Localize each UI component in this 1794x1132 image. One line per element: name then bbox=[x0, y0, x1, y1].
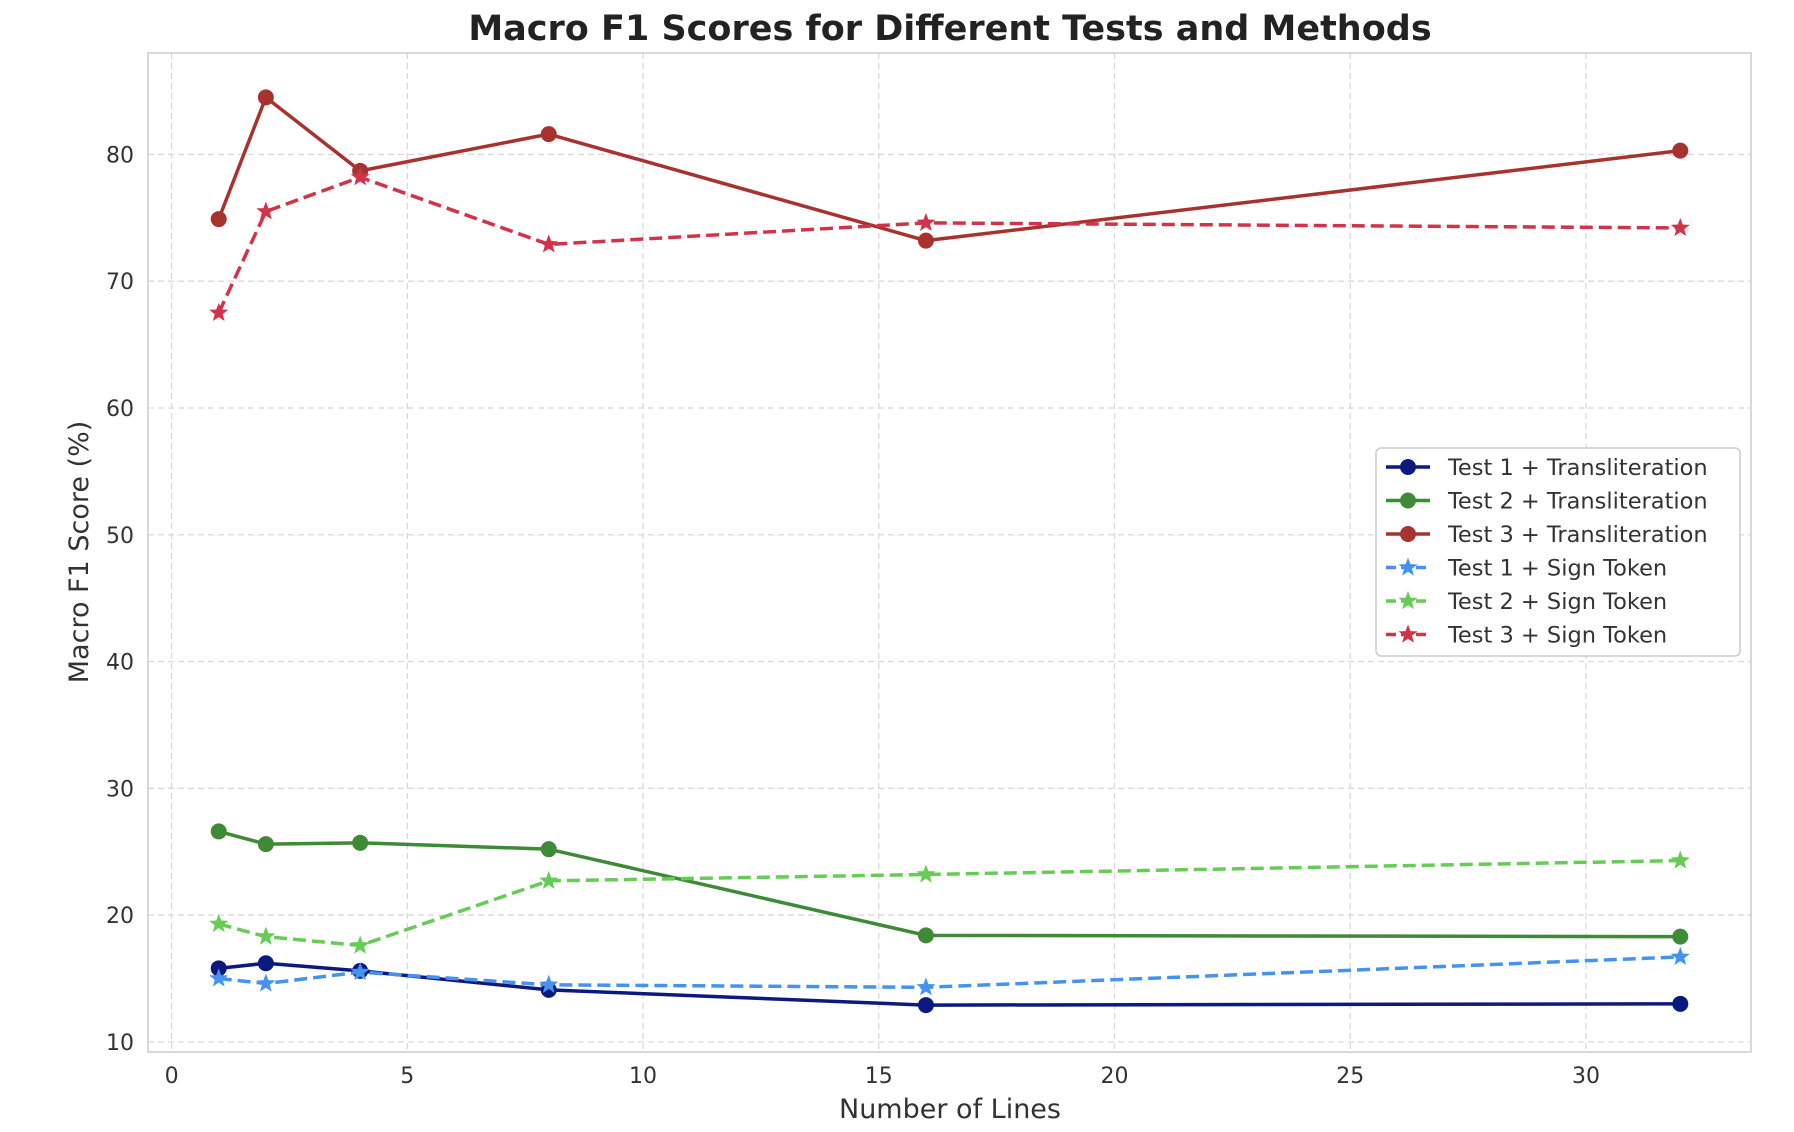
data-point bbox=[1672, 142, 1689, 159]
legend-item: Test 3 + Sign Token bbox=[1386, 623, 1667, 649]
data-point bbox=[1670, 946, 1690, 966]
legend-item: Test 2 + Sign Token bbox=[1386, 589, 1667, 615]
x-tick-label: 10 bbox=[629, 1064, 657, 1089]
series-line bbox=[218, 829, 1681, 939]
legend-label: Test 2 + Transliteration bbox=[1447, 489, 1708, 515]
data-point bbox=[350, 935, 370, 954]
x-tick-label: 15 bbox=[865, 1064, 893, 1089]
legend-item: Test 3 + Transliteration bbox=[1386, 522, 1708, 548]
data-point bbox=[209, 968, 229, 987]
legend-marker bbox=[1400, 459, 1416, 475]
legend-marker bbox=[1400, 526, 1416, 542]
data-point bbox=[540, 841, 557, 858]
legend-marker bbox=[1398, 591, 1418, 610]
series-line bbox=[217, 175, 1681, 314]
data-point bbox=[256, 201, 276, 220]
y-tick-label: 50 bbox=[106, 524, 134, 549]
data-point bbox=[1670, 850, 1690, 869]
y-tick-label: 70 bbox=[106, 270, 134, 295]
data-point bbox=[257, 836, 274, 853]
legend-item: Test 2 + Transliteration bbox=[1386, 489, 1708, 515]
series-5 bbox=[209, 850, 1690, 954]
series-1 bbox=[210, 955, 1689, 1014]
chart-title: Macro F1 Scores for Different Tests and … bbox=[468, 9, 1431, 49]
data-point bbox=[917, 232, 934, 249]
x-tick-label: 0 bbox=[165, 1064, 179, 1089]
y-tick-label: 30 bbox=[106, 777, 134, 802]
x-tick-label: 25 bbox=[1336, 1064, 1364, 1089]
data-point bbox=[352, 834, 369, 851]
y-tick-label: 20 bbox=[106, 904, 134, 929]
data-point bbox=[350, 962, 370, 981]
data-point bbox=[256, 973, 276, 992]
legend-box bbox=[1375, 447, 1741, 657]
plot-frame bbox=[147, 52, 1752, 1053]
series-6 bbox=[209, 167, 1690, 321]
series-line bbox=[217, 95, 1681, 243]
x-axis-label: Number of Lines bbox=[839, 1094, 1061, 1125]
data-point bbox=[257, 955, 274, 972]
data-point bbox=[539, 234, 559, 253]
x-tick-label: 30 bbox=[1572, 1064, 1600, 1089]
x-tick-label: 5 bbox=[400, 1064, 414, 1089]
y-tick-label: 40 bbox=[106, 651, 134, 676]
series-layer bbox=[209, 89, 1690, 1014]
data-point bbox=[256, 926, 276, 945]
data-point bbox=[210, 211, 227, 228]
data-point bbox=[209, 913, 229, 933]
legend: Test 1 + Transliteration Test 2 + Transli… bbox=[1375, 447, 1741, 657]
data-point bbox=[539, 870, 559, 889]
data-point bbox=[350, 167, 370, 186]
data-point bbox=[1672, 995, 1689, 1012]
y-tick-label: 10 bbox=[106, 1031, 134, 1056]
data-point bbox=[539, 974, 559, 993]
series-3 bbox=[210, 89, 1689, 249]
legend-label: Test 3 + Sign Token bbox=[1447, 623, 1667, 649]
series-2 bbox=[210, 823, 1689, 945]
legend-label: Test 2 + Sign Token bbox=[1447, 589, 1667, 615]
series-line bbox=[218, 961, 1681, 1007]
data-point bbox=[916, 977, 936, 996]
data-point bbox=[540, 126, 557, 143]
series-4 bbox=[209, 946, 1690, 996]
legend-item: Test 1 + Transliteration bbox=[1386, 455, 1708, 481]
series-line bbox=[218, 955, 1681, 990]
y-tick-label: 60 bbox=[106, 397, 134, 422]
legend-label: Test 1 + Transliteration bbox=[1447, 455, 1708, 481]
data-point bbox=[916, 212, 936, 231]
y-tick-label: 80 bbox=[106, 143, 134, 168]
y-axis-label: Macro F1 Score (%) bbox=[64, 421, 95, 684]
data-point bbox=[916, 864, 936, 883]
data-point bbox=[209, 302, 229, 321]
legend-item: Test 1 + Sign Token bbox=[1386, 556, 1667, 582]
data-point bbox=[917, 997, 934, 1014]
tick-labels: 0 5 10 15 20 25 30 10 20 30 40 50 60 70 80 bbox=[106, 143, 1600, 1089]
legend-marker bbox=[1400, 492, 1416, 509]
data-point bbox=[1672, 928, 1689, 945]
legend-marker bbox=[1398, 624, 1418, 643]
data-point bbox=[917, 927, 934, 944]
series-line bbox=[218, 858, 1681, 948]
legend-marker bbox=[1398, 557, 1418, 576]
legend-label: Test 1 + Sign Token bbox=[1447, 556, 1667, 582]
x-tick-label: 20 bbox=[1101, 1064, 1129, 1089]
data-point bbox=[210, 823, 227, 840]
legend-label: Test 3 + Transliteration bbox=[1447, 522, 1708, 548]
data-point bbox=[210, 960, 227, 977]
data-point bbox=[1670, 217, 1690, 237]
data-point bbox=[257, 89, 274, 106]
